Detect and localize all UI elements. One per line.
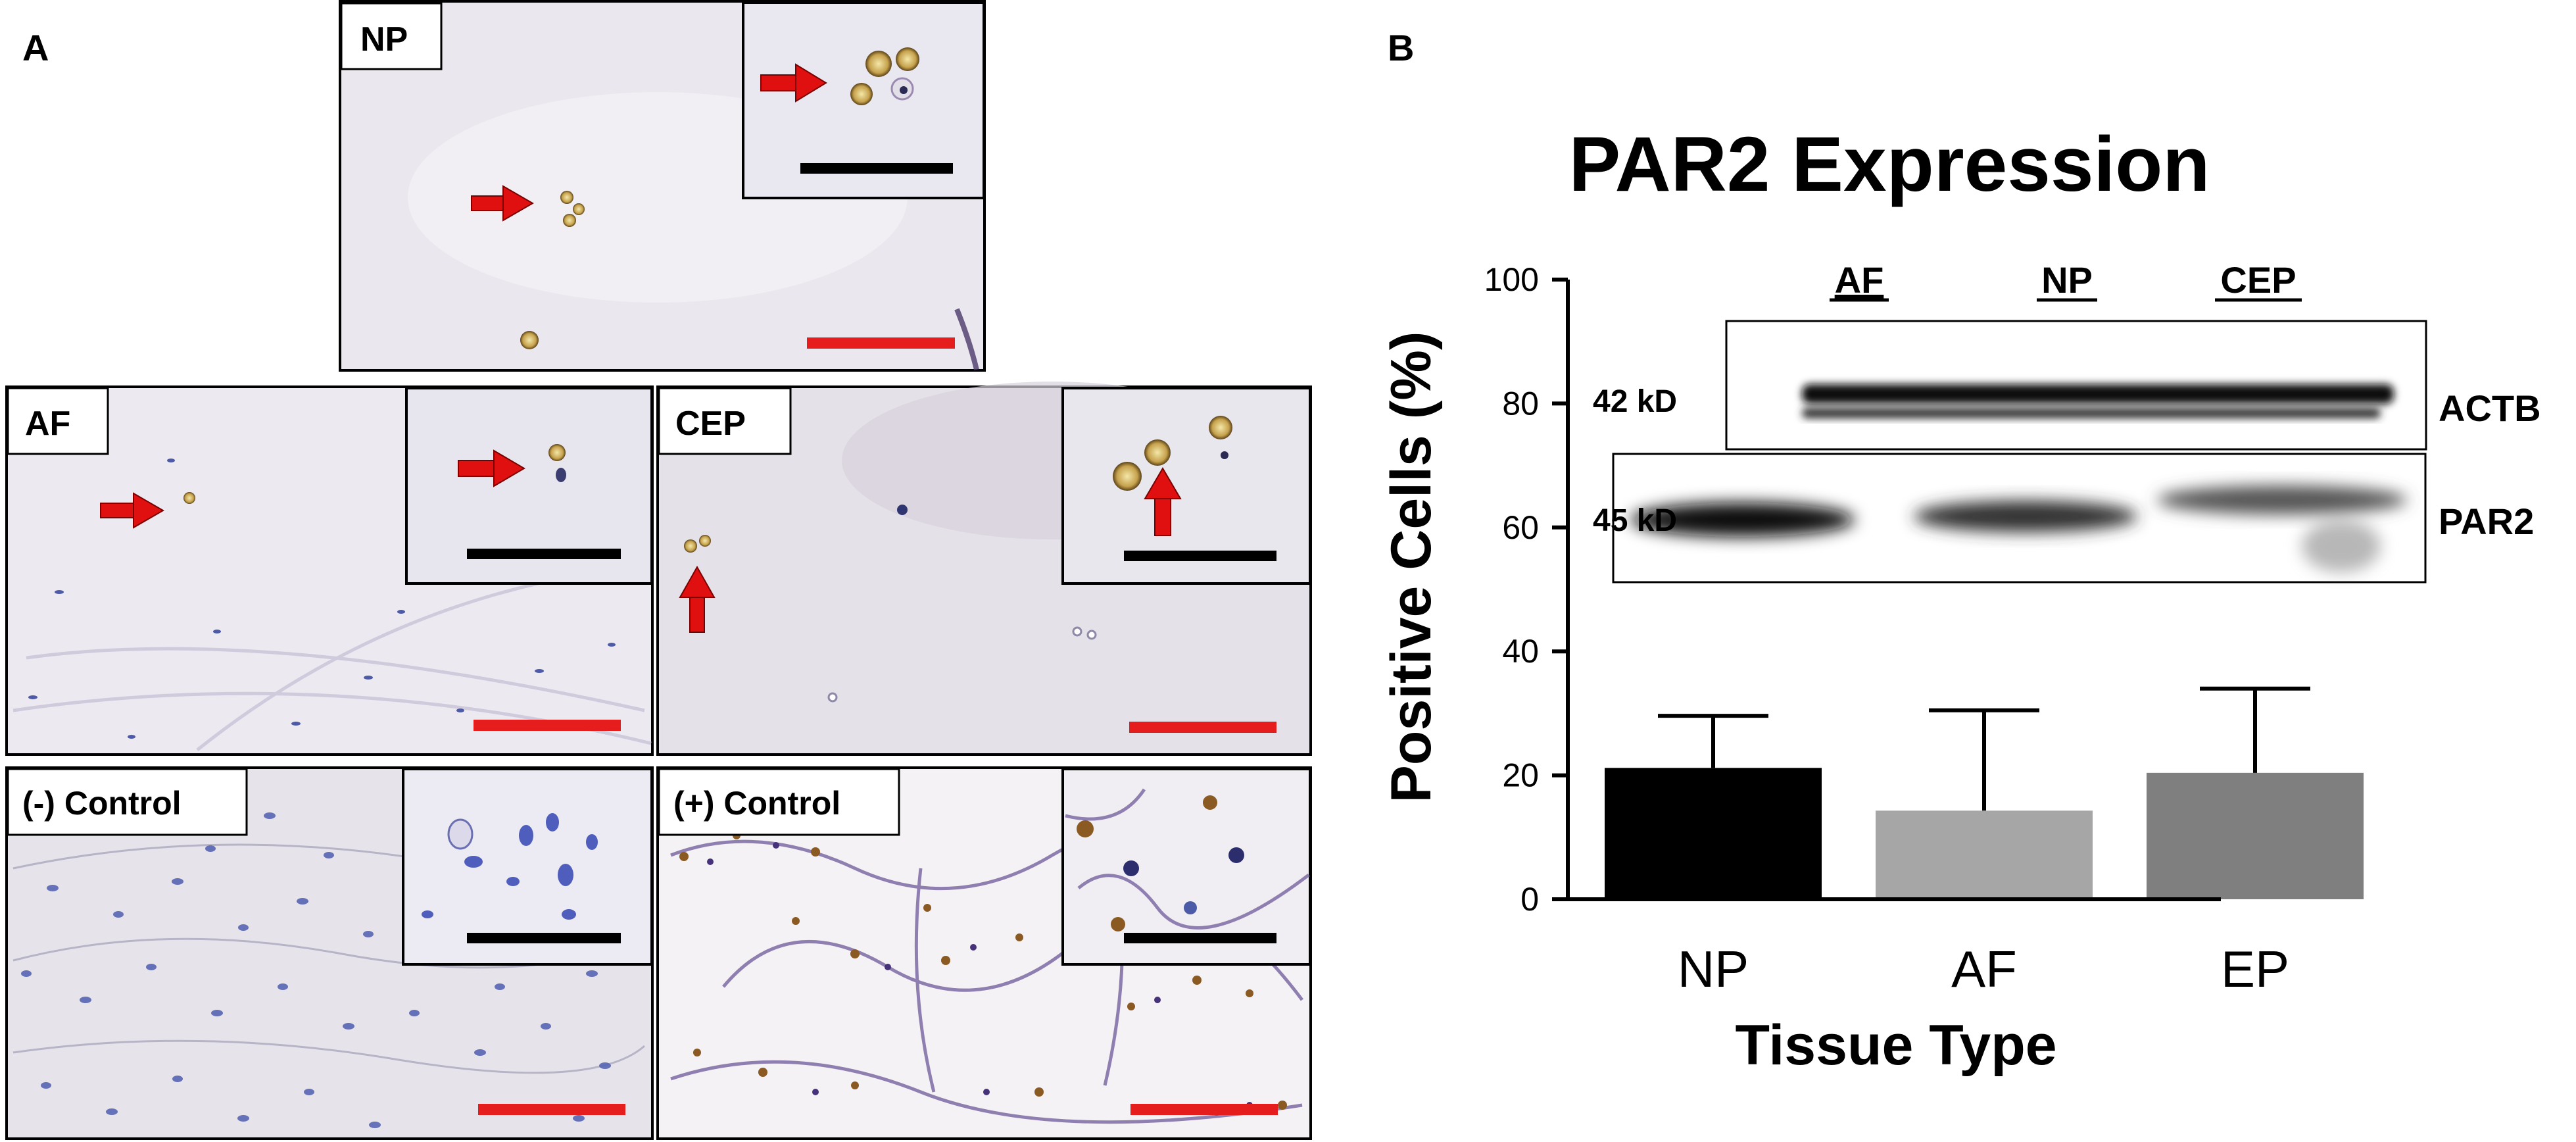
x-categories-layer: NP AF EP bbox=[1678, 940, 2289, 998]
scale-bar bbox=[1129, 722, 1276, 733]
error-bar bbox=[1658, 714, 1768, 768]
y-tick-label: 60 bbox=[1502, 509, 1539, 546]
y-tick-label: 100 bbox=[1484, 261, 1539, 298]
scale-bar bbox=[474, 720, 621, 731]
x-tick-label: NP bbox=[1678, 940, 1749, 998]
error-bar bbox=[1929, 708, 2039, 811]
panel-label-box: NP bbox=[340, 2, 443, 70]
red-arrow bbox=[100, 492, 164, 529]
lane-label: AF bbox=[1835, 259, 1884, 301]
protein-label: PAR2 bbox=[2439, 501, 2534, 542]
inset-negative-control bbox=[402, 768, 653, 966]
x-axis-label: Tissue Type bbox=[1735, 1014, 2056, 1077]
stained-cells bbox=[520, 191, 585, 349]
micrograph-positive-control: (+) Control bbox=[656, 766, 1312, 1140]
par2-bands bbox=[1631, 485, 2407, 572]
inset-positive-control bbox=[1061, 768, 1311, 966]
error-bars-layer bbox=[1658, 686, 2310, 811]
y-tick-label: 80 bbox=[1502, 385, 1539, 422]
error-bar bbox=[2200, 686, 2310, 773]
scale-bar bbox=[467, 933, 621, 943]
micrograph-af: AF bbox=[5, 385, 654, 756]
panel-label-box: (+) Control bbox=[658, 768, 900, 836]
bar bbox=[1605, 768, 1822, 899]
chart-title: PAR2 Expression bbox=[1569, 121, 2210, 208]
red-arrow bbox=[679, 565, 716, 633]
lane-label: CEP bbox=[2220, 259, 2296, 301]
y-tick-label: 40 bbox=[1502, 633, 1539, 670]
scale-bar bbox=[1124, 933, 1276, 943]
y-tick-label: 20 bbox=[1502, 757, 1539, 794]
panel-label: CEP bbox=[675, 405, 746, 443]
panel-a-letter: A bbox=[22, 27, 49, 68]
panel-label-box: (-) Control bbox=[7, 768, 248, 836]
panel-label-box: CEP bbox=[658, 387, 792, 455]
band-size-label: 45 kD bbox=[1593, 503, 1677, 538]
y-tick-label: 0 bbox=[1520, 881, 1539, 918]
scale-bar bbox=[1130, 1104, 1278, 1115]
inset-af bbox=[405, 387, 653, 585]
protein-label: ACTB bbox=[2439, 387, 2541, 429]
panel-label: (+) Control bbox=[673, 785, 840, 822]
panel-b-letter: B bbox=[1388, 27, 1414, 68]
scale-bar bbox=[807, 337, 955, 349]
bar bbox=[2147, 772, 2364, 899]
y-ticks-layer: 0 20 40 60 80 100 bbox=[1484, 261, 1568, 918]
actb-bands bbox=[1802, 384, 2394, 418]
scale-bar bbox=[478, 1104, 625, 1115]
band-size-label: 42 kD bbox=[1593, 384, 1677, 419]
y-axis-label: Positive Cells (%) bbox=[1380, 332, 1443, 803]
western-blot: AF NP CEP 42 kD 45 kD ACTB PAR2 bbox=[1593, 259, 2541, 583]
bar bbox=[1876, 810, 2093, 899]
panel-label: (-) Control bbox=[22, 785, 182, 822]
micrograph-np: NP bbox=[339, 0, 986, 372]
panel-label: AF bbox=[25, 405, 70, 443]
x-tick-label: EP bbox=[2221, 940, 2289, 998]
bars-layer bbox=[1605, 768, 2364, 899]
micrograph-negative-control: (-) Control bbox=[5, 766, 654, 1140]
scale-bar bbox=[467, 549, 621, 559]
x-tick-label: AF bbox=[1951, 940, 2017, 998]
inset-np bbox=[742, 1, 985, 199]
scale-bar bbox=[800, 163, 953, 174]
scale-bar bbox=[1124, 551, 1276, 561]
red-arrow bbox=[471, 185, 534, 222]
panel-label: NP bbox=[360, 20, 408, 59]
lane-label: NP bbox=[2041, 259, 2093, 301]
inset-cep bbox=[1061, 387, 1311, 585]
micrograph-cep: CEP bbox=[656, 382, 1312, 756]
panel-label-box: AF bbox=[7, 387, 109, 455]
